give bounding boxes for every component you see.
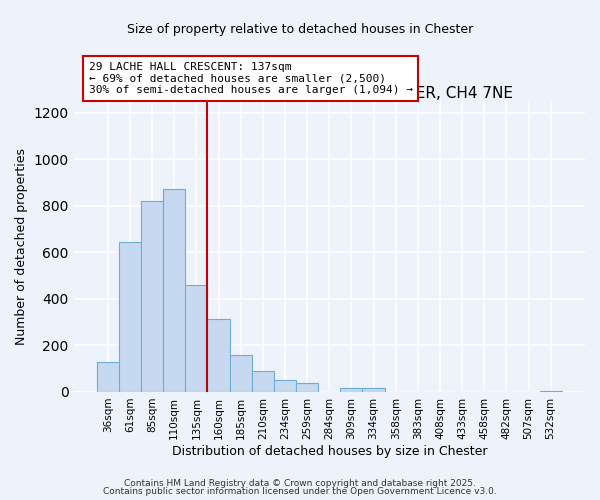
- Text: 29 LACHE HALL CRESCENT: 137sqm
← 69% of detached houses are smaller (2,500)
30% : 29 LACHE HALL CRESCENT: 137sqm ← 69% of …: [89, 62, 413, 95]
- Text: Contains HM Land Registry data © Crown copyright and database right 2025.: Contains HM Land Registry data © Crown c…: [124, 478, 476, 488]
- X-axis label: Distribution of detached houses by size in Chester: Distribution of detached houses by size …: [172, 444, 487, 458]
- Bar: [252, 371, 274, 392]
- Bar: [296, 383, 318, 392]
- Bar: [208, 318, 230, 392]
- Bar: [362, 388, 385, 392]
- Bar: [340, 388, 362, 392]
- Y-axis label: Number of detached properties: Number of detached properties: [15, 148, 28, 345]
- Bar: [97, 362, 119, 392]
- Bar: [539, 391, 562, 392]
- Bar: [230, 355, 252, 392]
- Bar: [163, 190, 185, 392]
- Text: Contains public sector information licensed under the Open Government Licence v3: Contains public sector information licen…: [103, 487, 497, 496]
- Bar: [141, 201, 163, 392]
- Title: 29, LACHE HALL CRESCENT, CHESTER, CH4 7NE: 29, LACHE HALL CRESCENT, CHESTER, CH4 7N…: [145, 86, 513, 101]
- Text: Size of property relative to detached houses in Chester: Size of property relative to detached ho…: [127, 22, 473, 36]
- Bar: [274, 380, 296, 392]
- Bar: [119, 242, 141, 392]
- Bar: [185, 285, 208, 392]
